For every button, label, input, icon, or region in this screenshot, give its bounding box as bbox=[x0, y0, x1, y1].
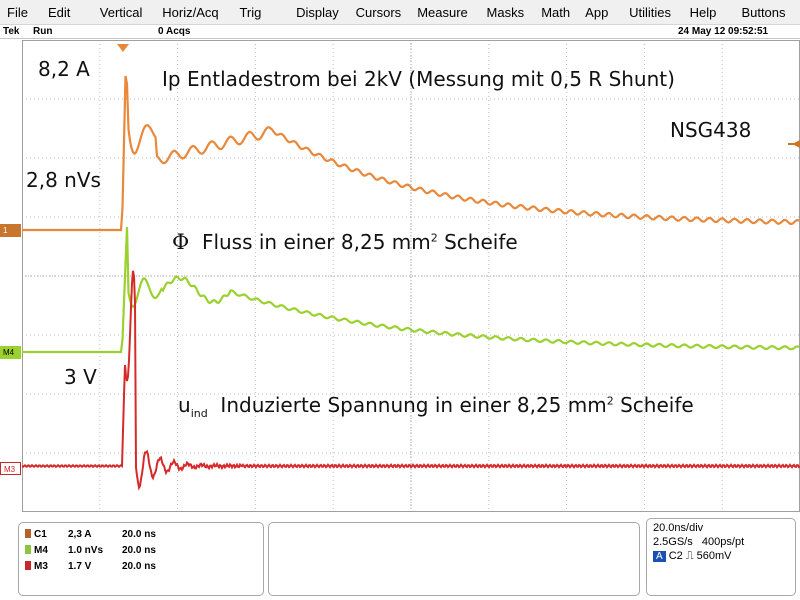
trigger-channel: C2 bbox=[668, 550, 683, 562]
rising-edge-icon: ⎍ bbox=[685, 550, 694, 562]
acquisition-count: 0 Acqs bbox=[158, 26, 191, 37]
channel-readout-box[interactable]: C1 2,3 A 20.0 ns M4 1.0 nVs 20.0 ns M3 1.7 V 20.… bbox=[18, 522, 264, 596]
flux-title: Φ Fluss in einer 8,25 mm2 Scheife bbox=[172, 230, 518, 254]
menu-edit[interactable]: Edit bbox=[48, 4, 71, 20]
timebase-div: 20.0ns/div bbox=[653, 522, 704, 534]
peak-flux-label: 2,8 nVs bbox=[26, 168, 101, 192]
trigger-position-marker bbox=[117, 44, 129, 52]
channel-time: 20.0 ns bbox=[122, 545, 156, 556]
menu-trig[interactable]: Trig bbox=[239, 4, 262, 20]
timebase-readout-box[interactable]: 20.0ns/div 2.5GS/s 400ps/pt A C2 ⎍ 560mV bbox=[646, 518, 796, 596]
ch1-marker[interactable]: 1 bbox=[0, 224, 21, 237]
waveform-display[interactable]: 8,2 A Ip Entladestrom bei 2kV (Messung m… bbox=[22, 40, 800, 512]
channel-swatch bbox=[25, 561, 31, 570]
peak-current-label: 8,2 A bbox=[38, 57, 90, 81]
trigger-level: 560mV bbox=[696, 550, 732, 562]
graticule-svg bbox=[22, 40, 800, 512]
m4-marker[interactable]: M4 bbox=[0, 346, 21, 359]
menu-horiz-acq[interactable]: Horiz/Acq bbox=[162, 4, 219, 20]
u-symbol: u bbox=[178, 393, 191, 417]
menu-display[interactable]: Display bbox=[296, 4, 339, 20]
voltage-title: uind Induzierte Spannung in einer 8,25 m… bbox=[178, 393, 694, 420]
menu-app[interactable]: App bbox=[585, 4, 609, 20]
date-time: 24 May 12 09:52:51 bbox=[678, 26, 769, 37]
peak-voltage-label: 3 V bbox=[64, 365, 97, 389]
channel-swatch bbox=[25, 529, 31, 538]
menu-file[interactable]: File bbox=[7, 4, 28, 20]
empty-readout-box bbox=[268, 522, 640, 596]
sample-rate: 2.5GS/s 400ps/pt bbox=[653, 536, 745, 548]
m3-marker[interactable]: M3 bbox=[0, 462, 21, 475]
channel-scale: 1.7 V bbox=[68, 561, 92, 572]
flux-waveform bbox=[22, 226, 800, 354]
brand-label: Tek bbox=[3, 26, 20, 37]
phi-symbol: Φ bbox=[172, 230, 190, 254]
menu-cursors[interactable]: Cursors bbox=[355, 4, 402, 20]
run-state[interactable]: Run bbox=[33, 26, 53, 37]
status-bar: Tek Run 0 Acqs 24 May 12 09:52:51 bbox=[0, 25, 800, 39]
channel-name: M4 bbox=[34, 545, 48, 556]
channel-swatch bbox=[25, 545, 31, 554]
menu-measure[interactable]: Measure bbox=[417, 4, 468, 20]
channel-row-m3[interactable]: M3 1.7 V 20.0 ns bbox=[25, 561, 156, 572]
channel-scale: 1.0 nVs bbox=[68, 545, 104, 556]
menu-bar: File Edit Vertical Horiz/Acq Trig Display Curs… bbox=[0, 0, 800, 25]
menu-buttons[interactable]: Buttons bbox=[741, 4, 786, 20]
channel-row-c1[interactable]: C1 2,3 A 20.0 ns bbox=[25, 529, 156, 540]
channel-row-m4[interactable]: M4 1.0 nVs 20.0 ns bbox=[25, 545, 156, 556]
graticule-grid bbox=[22, 40, 800, 512]
menu-masks[interactable]: Masks bbox=[486, 4, 525, 20]
trigger-badge: A bbox=[653, 551, 666, 562]
voltage-waveform bbox=[22, 270, 800, 491]
channel-scale: 2,3 A bbox=[68, 529, 92, 540]
current-title: Ip Entladestrom bei 2kV (Messung mit 0,5… bbox=[162, 67, 675, 91]
menu-math[interactable]: Math bbox=[541, 4, 571, 20]
menu-help[interactable]: Help bbox=[689, 4, 717, 20]
channel-time: 20.0 ns bbox=[122, 529, 156, 540]
readout-panel: C1 2,3 A 20.0 ns M4 1.0 nVs 20.0 ns M3 1.7 V 20.… bbox=[0, 512, 800, 600]
current-waveform bbox=[22, 75, 800, 232]
channel-name: C1 bbox=[34, 529, 47, 540]
channel-time: 20.0 ns bbox=[122, 561, 156, 572]
device-label: NSG438 bbox=[670, 118, 752, 142]
menu-utilities[interactable]: Utilities bbox=[629, 4, 672, 20]
channel-name: M3 bbox=[34, 561, 48, 572]
trigger-readout: A C2 ⎍ 560mV bbox=[653, 550, 731, 563]
menu-vertical[interactable]: Vertical bbox=[99, 4, 143, 20]
